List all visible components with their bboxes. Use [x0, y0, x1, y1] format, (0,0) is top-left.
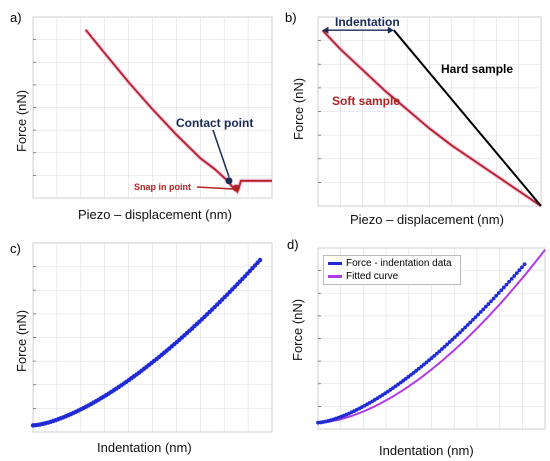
data-point [504, 282, 509, 287]
data-point [432, 353, 437, 358]
panel-label: c) [10, 241, 21, 256]
hard-sample-label: Hard sample [441, 62, 514, 76]
data-point [406, 374, 411, 379]
data-point [460, 328, 465, 332]
data-point [416, 366, 421, 371]
force-displacement-chart-b [317, 16, 543, 208]
data-point [429, 356, 434, 360]
data-point [494, 293, 499, 298]
data-point [478, 310, 483, 314]
data-point [411, 370, 416, 375]
data-point [507, 279, 511, 284]
data-point [499, 288, 504, 293]
data-point [257, 257, 263, 263]
arrow-head [387, 26, 394, 34]
data-point [471, 317, 475, 322]
panel-a: a) Force (nN) Piezo – displacement (nm) … [0, 0, 275, 230]
panel-label: a) [10, 10, 22, 25]
data-point [520, 265, 524, 270]
y-axis-label: Force (nN) [14, 309, 29, 372]
legend-swatch [328, 261, 342, 265]
data-point [486, 302, 491, 306]
data-point [514, 271, 519, 276]
force-displacement-chart-a [32, 16, 273, 199]
x-axis-label: Piezo – displacement (nm) [78, 207, 232, 222]
data-point [437, 349, 442, 354]
x-axis-label: Piezo – displacement (nm) [350, 212, 504, 227]
data-point [419, 364, 424, 369]
x-axis-label: Indentation (nm) [379, 443, 474, 458]
x-axis-label: Indentation (nm) [97, 440, 192, 455]
y-axis-label: Force (nN) [14, 89, 29, 152]
data-point [458, 330, 462, 335]
data-point [476, 312, 480, 317]
panel-b: b) Force (nN) Piezo – displacement (nm) … [275, 0, 550, 230]
data-point [463, 325, 468, 330]
data-point [403, 376, 408, 381]
force-indentation-chart-c [30, 242, 273, 433]
data-point [421, 362, 426, 367]
data-point [447, 340, 452, 344]
data-point [414, 368, 419, 373]
data-point [440, 347, 444, 351]
data-point [465, 322, 470, 327]
data-point [455, 332, 460, 337]
snap-in-point-marker [232, 184, 240, 192]
contact-point-marker [225, 177, 233, 185]
legend-label: Force - indentation data [346, 258, 452, 269]
y-axis-label: Force (nN) [291, 77, 306, 140]
data-point [468, 320, 473, 325]
data-point [512, 274, 517, 278]
data-point [489, 299, 493, 304]
data-point [450, 337, 455, 342]
data-point [452, 335, 457, 340]
indentation-label: Indentation [335, 15, 400, 29]
data-point [434, 351, 439, 356]
data-point [522, 262, 527, 267]
panel-label: b) [285, 10, 297, 25]
data-point [483, 304, 488, 309]
data-point [424, 360, 429, 365]
legend-entry: Fitted curve [328, 271, 398, 282]
data-point [517, 268, 522, 273]
legend-label: Fitted curve [346, 271, 399, 282]
data-point [509, 277, 514, 281]
hard-sample-line [393, 29, 542, 207]
snap-in-arrow [196, 186, 234, 190]
data-point [409, 372, 413, 377]
data-point [502, 285, 506, 290]
legend: Force - indentation data Fitted curve [323, 255, 461, 285]
legend-entry: Force - indentation data [328, 258, 452, 269]
data-point [427, 358, 431, 363]
soft-sample-label: Soft sample [332, 94, 401, 108]
panel-label: d) [287, 237, 299, 252]
data-point [445, 342, 450, 347]
snap-in-point-label: Snap in point [134, 182, 191, 192]
data-point [473, 315, 478, 320]
arrow-head [322, 26, 329, 34]
fitted-curve-line [317, 249, 546, 424]
soft-sample-line [321, 29, 542, 207]
data-point [481, 307, 486, 312]
data-point [496, 291, 501, 295]
data-point [491, 296, 496, 301]
legend-swatch [328, 274, 342, 278]
panel-d: d) Force (nN) Indentation (nm) Force - i… [275, 231, 550, 461]
data-point [442, 344, 447, 349]
y-axis-label: Force (nN) [290, 298, 305, 361]
panel-c: c) Force (nN) Indentation (nm) [0, 231, 275, 461]
contact-point-label: Contact point [176, 116, 254, 130]
contact-point-arrow [212, 129, 230, 178]
